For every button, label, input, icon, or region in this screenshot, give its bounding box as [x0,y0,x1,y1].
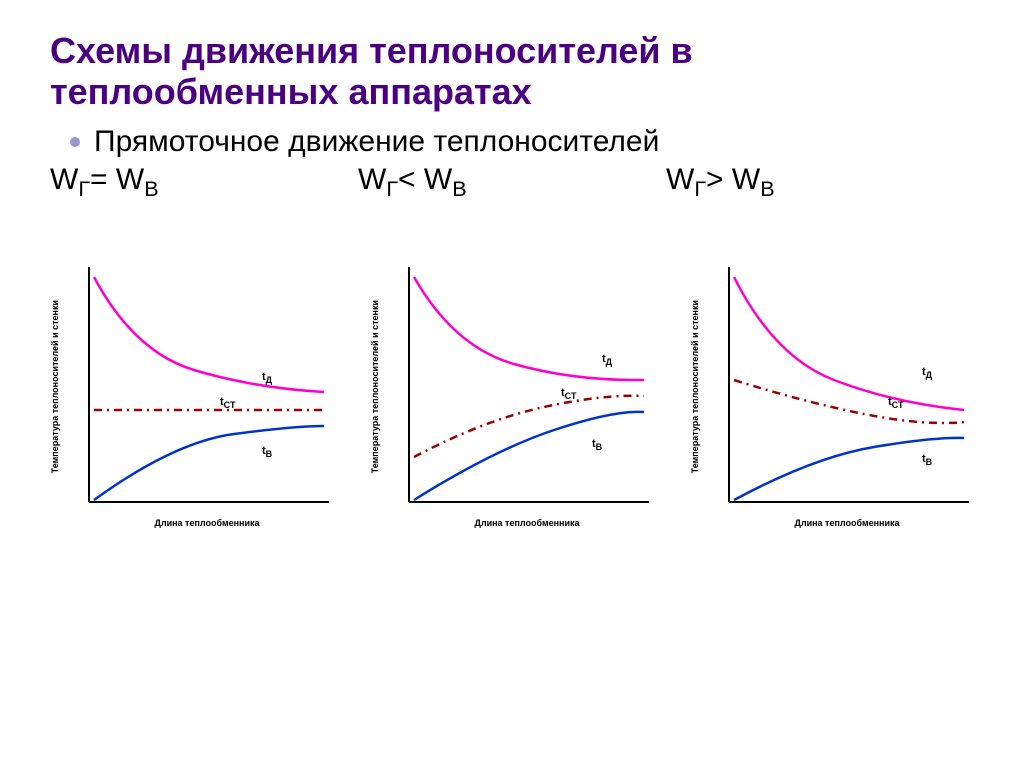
svg-text:tВ: tВ [922,453,933,467]
cold-curve [414,412,644,500]
chart-more: Температура теплоносителей и стенки tДtСТ… [690,262,974,528]
bullet-dot [70,137,80,147]
y-axis-label: Температура теплоносителей и стенки [370,300,380,473]
charts-container: Температура теплоносителей и стенки tД tСТ… [50,262,974,528]
x-axis-label: Длина теплообменника [794,518,899,528]
equation-2: WГ< WВ [358,163,666,202]
svg-text:tД: tД [602,353,613,367]
equations-row: WГ= WВ WГ< WВ WГ> WВ [50,163,974,202]
svg-text:tД: tД [922,366,933,380]
svg-text:tСТ: tСТ [220,396,236,410]
svg-text:tД: tД [262,371,273,385]
x-axis-label: Длина теплообменника [474,518,579,528]
wall-curve [414,396,644,457]
svg-text:tСТ: tСТ [561,387,577,401]
bullet-text: Прямоточное движение теплоносителей [94,125,659,159]
hot-curve [734,277,964,410]
chart-svg: tД tСТ tВ [64,262,334,512]
svg-text:tВ: tВ [262,445,273,459]
y-axis-label: Температура теплоносителей и стенки [50,300,60,473]
equation-1: WГ= WВ [50,163,358,202]
cold-curve [734,438,964,500]
hot-curve [94,277,324,392]
svg-text:tВ: tВ [592,438,603,452]
x-axis-label: Длина теплообменника [154,518,259,528]
chart-svg: tДtСТtВ [704,262,974,512]
cold-curve [94,426,324,500]
equation-3: WГ> WВ [666,163,974,202]
y-axis-label: Температура теплоносителей и стенки [690,300,700,473]
chart-less: Температура теплоносителей и стенки tД tСТ… [370,262,654,528]
slide-title: Схемы движения теплоносителей в теплообм… [50,30,974,113]
chart-svg: tД tСТ tВ [384,262,654,512]
chart-equal: Температура теплоносителей и стенки tД tСТ… [50,262,334,528]
